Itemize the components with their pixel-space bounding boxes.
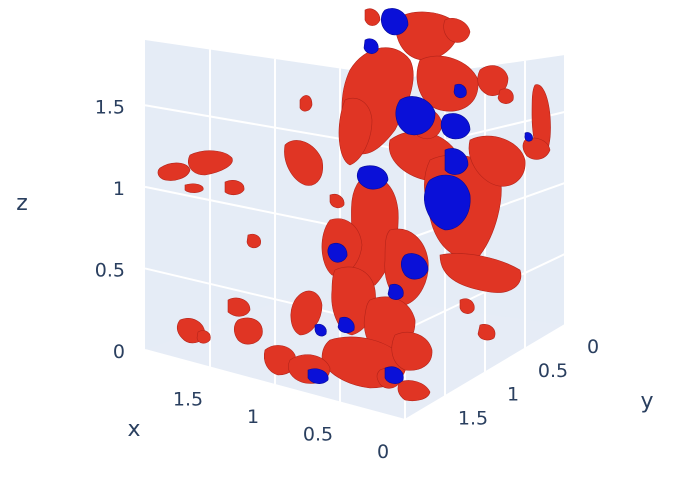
y-tick-label-1: 0.5: [538, 360, 568, 382]
negative-isosurface-blob-5: [356, 165, 389, 190]
positive-isosurface-blob-31: [522, 137, 551, 160]
positive-isosurface-blob-6: [468, 135, 526, 187]
positive-isosurface-blob-26: [233, 317, 263, 345]
negative-isosurface-blob-14: [314, 323, 327, 337]
positive-isosurface-blob-22: [224, 180, 245, 196]
negative-isosurface-blob-3: [424, 174, 471, 231]
positive-isosurface-blob-15: [391, 331, 433, 371]
negative-isosurface-blob-15: [363, 38, 379, 54]
positive-isosurface-blob-33: [497, 88, 514, 104]
negative-isosurface-blob-0: [380, 8, 409, 36]
positive-isosurface-blob-34: [443, 18, 471, 43]
positive-isosurface-blob-20: [188, 150, 233, 176]
y-tick-label-0: 0: [587, 336, 599, 358]
positive-isosurface-blob-3: [338, 97, 373, 166]
positive-isosurface-blob-37: [477, 324, 496, 341]
z-tick-label-3: 1.5: [95, 96, 125, 118]
positive-isosurface-blob-28: [196, 330, 211, 344]
positive-isosurface-blob-1: [394, 11, 459, 61]
positive-isosurface-blob-18: [397, 380, 431, 402]
z-tick-label-0: 0: [113, 341, 125, 363]
x-tick-label-0: 0: [377, 441, 389, 463]
x-tick-label-3: 1.5: [173, 389, 203, 411]
negative-isosurface-blob-8: [387, 283, 404, 300]
x-tick-label-2: 1: [247, 406, 259, 428]
positive-isosurface-blob-29: [246, 233, 261, 249]
negative-isosurface-blob-9: [337, 317, 355, 334]
y-tick-label-3: 1.5: [458, 407, 488, 429]
positive-isosurface-blob-23: [184, 183, 204, 193]
negative-isosurface[interactable]: [307, 8, 533, 384]
negative-isosurface-blob-12: [453, 83, 467, 99]
positive-isosurface-blob-24: [329, 193, 345, 209]
positive-isosurface-blob-39: [299, 95, 313, 112]
positive-isosurface-blob-25: [227, 297, 251, 317]
positive-isosurface-blob-10: [439, 253, 522, 293]
positive-isosurface-blob-21: [157, 162, 191, 181]
negative-isosurface-blob-11: [384, 366, 404, 384]
positive-isosurface-blob-36: [459, 298, 475, 314]
positive-isosurface-blob-35: [364, 8, 381, 26]
negative-isosurface-blob-2: [440, 113, 471, 140]
z-tick-label-1: 0.5: [95, 259, 125, 281]
x-axis-ticks: 0 0.5 1 1.5: [173, 389, 389, 464]
x-axis-title: x: [127, 417, 140, 442]
negative-isosurface-blob-10: [307, 368, 329, 384]
x-tick-label-1: 0.5: [303, 424, 333, 446]
y-axis-ticks: 0 0.5 1 1.5: [458, 336, 599, 429]
negative-isosurface-blob-6: [327, 242, 348, 263]
negative-isosurface-blob-7: [400, 253, 429, 280]
z-tick-label-2: 1: [113, 178, 125, 200]
negative-isosurface-blob-1: [395, 96, 436, 136]
negative-isosurface-blob-4: [444, 148, 469, 175]
z-axis-title: z: [16, 191, 28, 216]
z-axis-ticks: 0 0.5 1 1.5: [95, 96, 125, 363]
y-tick-label-2: 1: [507, 384, 519, 406]
y-axis-title: y: [640, 389, 653, 414]
positive-isosurface-blob-19: [284, 140, 323, 186]
negative-isosurface-blob-13: [524, 132, 533, 142]
